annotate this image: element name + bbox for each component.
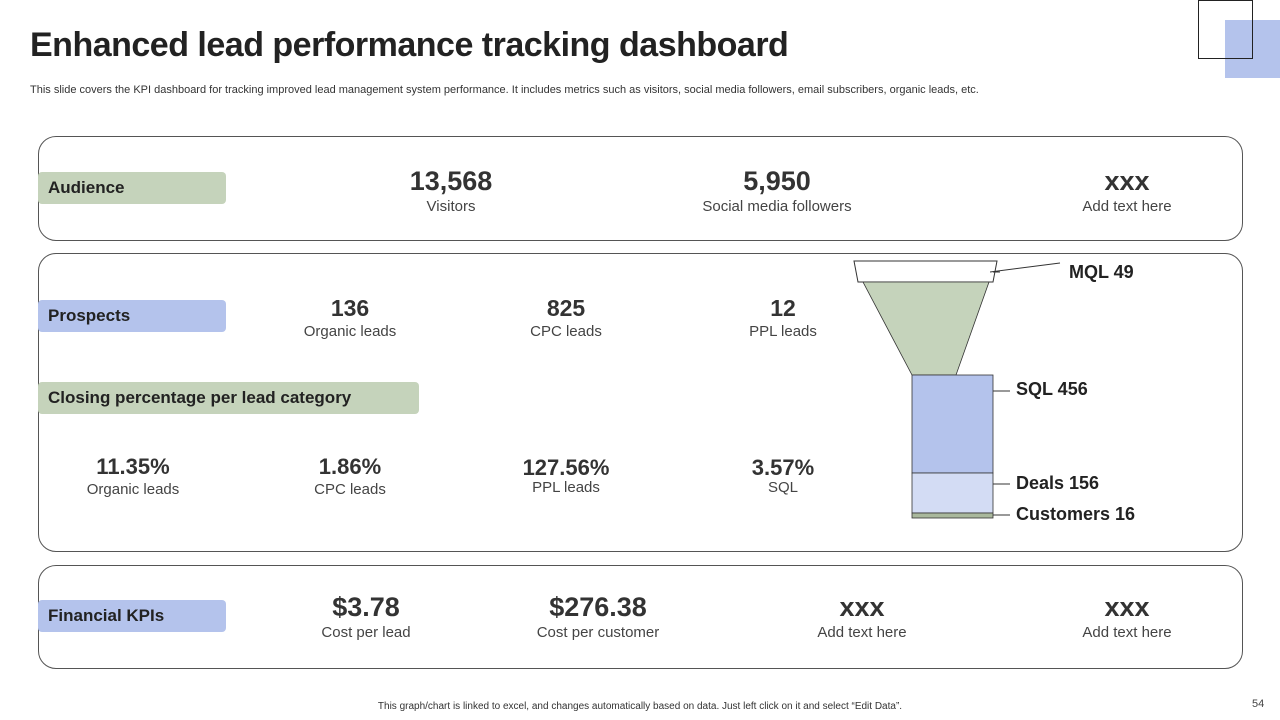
financial-metric-cost-per-lead: $3.78 Cost per lead [286, 592, 446, 641]
closing-tag: Closing percentage per lead category [38, 382, 419, 414]
metric-label: Social media followers [702, 198, 852, 215]
financial-tag: Financial KPIs [38, 600, 226, 632]
prospects-tag: Prospects [38, 300, 226, 332]
footer-note: This graph/chart is linked to excel, and… [377, 701, 903, 712]
metric-value: 127.56% [522, 455, 610, 480]
metric-label: PPL leads [532, 479, 600, 496]
financial-panel [38, 565, 1243, 669]
funnel-rim-top [853, 260, 998, 283]
funnel-main [853, 260, 1000, 519]
metric-value: 12 [770, 295, 796, 321]
metric-label: Cost per lead [321, 624, 411, 641]
audience-metric-placeholder: xxx Add text here [1027, 166, 1227, 215]
closing-metric-organic: 11.35% Organic leads [53, 454, 213, 498]
page-title: Enhanced lead performance tracking dashb… [30, 26, 789, 64]
funnel-stage-sql [911, 374, 994, 474]
page-number: 54 [1252, 698, 1265, 710]
metric-value: 13,568 [409, 166, 493, 196]
metric-value: xxx [1104, 592, 1150, 622]
metric-value: $3.78 [332, 592, 400, 622]
funnel-label-mql: MQL 49 [1069, 262, 1134, 282]
metric-value: 5,950 [743, 166, 811, 196]
funnel-stage-customers [911, 512, 994, 519]
funnel-label-sql: SQL 456 [1016, 379, 1088, 399]
metric-value: 136 [330, 295, 370, 321]
metric-label: CPC leads [530, 323, 602, 340]
prospects-metric-ppl: 12 PPL leads [703, 295, 863, 340]
funnel-label-deals: Deals 156 [1016, 473, 1100, 493]
financial-metric-cost-per-customer: $276.38 Cost per customer [508, 592, 688, 641]
page-subtitle: This slide covers the KPI dashboard for … [30, 84, 979, 96]
metric-value: 11.35% [96, 454, 170, 479]
closing-metric-cpc: 1.86% CPC leads [270, 454, 430, 498]
funnel-leaders [990, 262, 1061, 516]
metric-label: Visitors [426, 198, 476, 215]
metric-label: Organic leads [86, 481, 180, 498]
audience-panel [38, 136, 1243, 241]
closing-metric-ppl: 127.56% PPL leads [486, 455, 646, 496]
metric-label: Add text here [1082, 624, 1172, 641]
metric-label: SQL [767, 479, 798, 496]
financial-metric-placeholder-2: xxx Add text here [1047, 592, 1207, 641]
funnel-leader-mql-ext [990, 262, 1061, 273]
metric-label: CPC leads [314, 481, 386, 498]
metric-value: xxx [839, 592, 885, 622]
audience-metric-visitors: 13,568 Visitors [351, 166, 551, 215]
metric-value: 3.57% [751, 455, 815, 480]
metric-label: PPL leads [749, 323, 817, 340]
financial-metric-placeholder-1: xxx Add text here [782, 592, 942, 641]
decorative-outline-square [1198, 0, 1253, 59]
metric-label: Cost per customer [536, 624, 660, 641]
metric-label: Organic leads [303, 323, 397, 340]
metric-value: 825 [546, 295, 586, 321]
metric-value: $276.38 [549, 592, 647, 622]
metric-value: xxx [1104, 166, 1150, 196]
audience-tag: Audience [38, 172, 226, 204]
closing-metric-sql: 3.57% SQL [703, 455, 863, 496]
funnel-stage-deals [911, 472, 994, 514]
funnel-label-customers: Customers 16 [1016, 504, 1136, 524]
metric-value: 1.86% [318, 454, 382, 479]
metric-label: Add text here [817, 624, 907, 641]
audience-metric-social: 5,950 Social media followers [657, 166, 897, 215]
prospects-metric-organic: 136 Organic leads [270, 295, 430, 340]
prospects-metric-cpc: 825 CPC leads [486, 295, 646, 340]
metric-label: Add text here [1082, 198, 1172, 215]
funnel-stage-mql-cone [862, 281, 990, 376]
